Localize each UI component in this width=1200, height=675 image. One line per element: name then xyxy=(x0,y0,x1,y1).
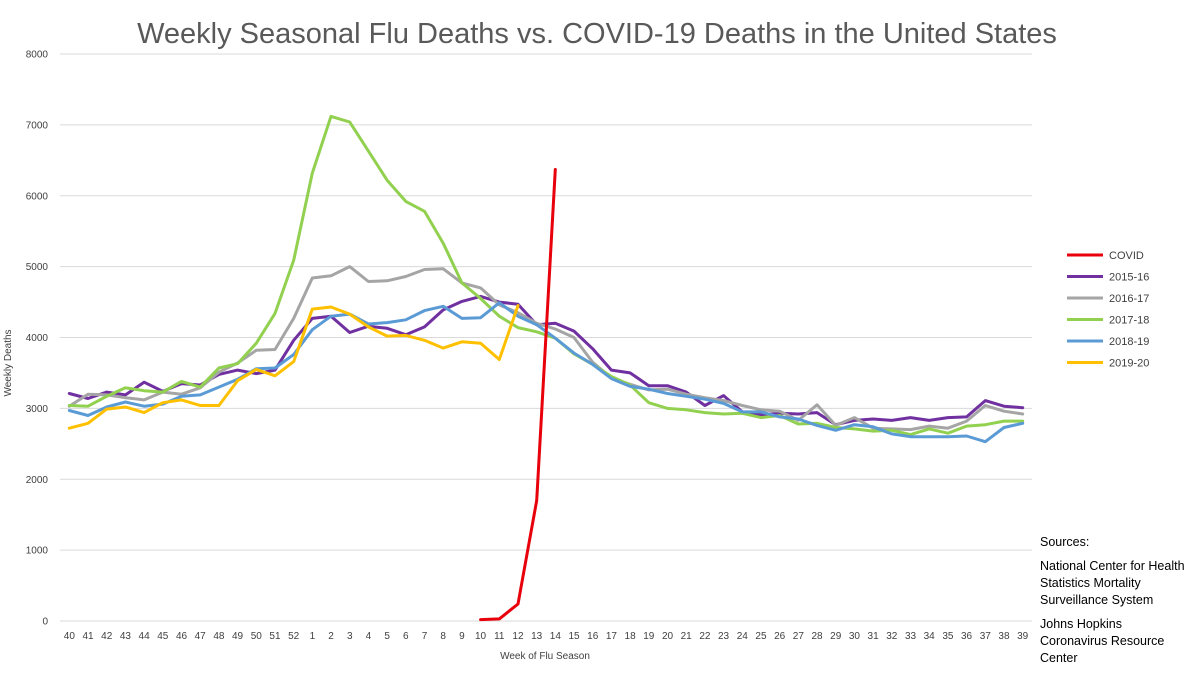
x-tick-label: 34 xyxy=(924,631,936,642)
y-tick-label: 6000 xyxy=(26,191,49,202)
x-tick-label: 19 xyxy=(643,631,655,642)
x-tick-label: 12 xyxy=(512,631,524,642)
x-tick-label: 31 xyxy=(868,631,880,642)
x-tick-label: 47 xyxy=(195,631,207,642)
x-tick-label: 15 xyxy=(568,631,580,642)
x-axis-label: Week of Flu Season xyxy=(500,651,590,662)
y-tick-label: 5000 xyxy=(26,262,49,273)
series-line-2019-20 xyxy=(67,304,520,430)
series-line-covid xyxy=(479,168,557,622)
sources-heading: Sources: xyxy=(1040,535,1089,549)
y-tick-label: 4000 xyxy=(26,333,49,344)
x-tick-label: 39 xyxy=(1017,631,1029,642)
x-tick-label: 30 xyxy=(849,631,861,642)
x-tick-label: 17 xyxy=(606,631,618,642)
x-tick-label: 5 xyxy=(384,631,390,642)
x-tick-label: 22 xyxy=(699,631,711,642)
x-tick-label: 38 xyxy=(998,631,1010,642)
x-tick-label: 44 xyxy=(139,631,151,642)
x-tick-label: 48 xyxy=(213,631,225,642)
x-tick-label: 36 xyxy=(961,631,973,642)
legend-label-2016-17: 2016-17 xyxy=(1109,293,1149,305)
x-tick-label: 20 xyxy=(662,631,674,642)
x-tick-label: 14 xyxy=(550,631,562,642)
x-tick-label: 24 xyxy=(737,631,749,642)
series-line-2017-18 xyxy=(67,114,1025,437)
x-tick-label: 46 xyxy=(176,631,188,642)
x-tick-label: 33 xyxy=(905,631,917,642)
x-tick-label: 21 xyxy=(681,631,693,642)
source-line: Center xyxy=(1040,651,1078,665)
legend-label-covid: COVID xyxy=(1109,250,1144,262)
x-tick-label: 50 xyxy=(251,631,263,642)
x-tick-label: 43 xyxy=(120,631,132,642)
x-tick-label: 9 xyxy=(459,631,465,642)
x-tick-label: 13 xyxy=(531,631,543,642)
series-lines xyxy=(67,114,1025,622)
x-tick-label: 25 xyxy=(755,631,767,642)
x-tick-label: 2 xyxy=(328,631,334,642)
source-line: Coronavirus Resource xyxy=(1040,634,1164,648)
x-tick-label: 28 xyxy=(811,631,823,642)
x-tick-label: 32 xyxy=(886,631,898,642)
x-tick-label: 23 xyxy=(718,631,730,642)
y-tick-label: 3000 xyxy=(26,404,49,415)
x-tick-label: 29 xyxy=(830,631,842,642)
x-tick-label: 8 xyxy=(440,631,446,642)
x-tick-label: 45 xyxy=(157,631,169,642)
x-tick-label: 6 xyxy=(403,631,409,642)
x-tick-label: 49 xyxy=(232,631,244,642)
x-tick-label: 41 xyxy=(82,631,94,642)
x-tick-label: 40 xyxy=(64,631,76,642)
y-tick-label: 1000 xyxy=(26,546,49,557)
sources-note: Sources: National Center for Health Stat… xyxy=(1040,535,1185,665)
x-tick-label: 42 xyxy=(101,631,113,642)
x-tick-label: 37 xyxy=(980,631,992,642)
source-line: National Center for Health xyxy=(1040,559,1185,573)
x-tick-label: 51 xyxy=(269,631,281,642)
legend-label-2017-18: 2017-18 xyxy=(1109,315,1149,327)
legend-label-2019-20: 2019-20 xyxy=(1109,358,1149,370)
y-axis-ticks: 0 1000 2000 3000 4000 5000 6000 7000 8000 xyxy=(26,50,49,628)
x-tick-label: 11 xyxy=(494,631,505,642)
x-axis-ticks: 40 41 42 43 44 45 46 47 48 49 50 51 52 1 2 3 4 5 6 7 8 9 10 11 1… xyxy=(64,631,1029,642)
x-tick-label: 4 xyxy=(366,631,372,642)
legend-label-2018-19: 2018-19 xyxy=(1109,336,1149,348)
x-tick-label: 10 xyxy=(475,631,487,642)
y-tick-label: 0 xyxy=(42,617,48,628)
x-tick-label: 35 xyxy=(942,631,954,642)
x-tick-label: 27 xyxy=(793,631,805,642)
x-tick-label: 18 xyxy=(625,631,637,642)
source-line: Surveillance System xyxy=(1040,593,1153,607)
y-axis-label: Weekly Deaths xyxy=(3,329,14,396)
y-tick-label: 8000 xyxy=(26,50,49,61)
legend-label-2015-16: 2015-16 xyxy=(1109,272,1149,284)
source-line: Johns Hopkins xyxy=(1040,617,1122,631)
x-tick-label: 1 xyxy=(310,631,316,642)
x-tick-label: 16 xyxy=(587,631,599,642)
y-tick-label: 2000 xyxy=(26,475,49,486)
x-tick-label: 52 xyxy=(288,631,300,642)
x-tick-label: 26 xyxy=(774,631,786,642)
x-tick-label: 3 xyxy=(347,631,353,642)
legend: COVID 2015-16 2016-17 2017-18 2018-19 2019-20 xyxy=(1067,250,1149,370)
source-line: Statistics Mortality xyxy=(1040,576,1141,590)
x-tick-label: 7 xyxy=(422,631,428,642)
chart-title: Weekly Seasonal Flu Deaths vs. COVID-19 … xyxy=(137,18,1057,50)
y-tick-label: 7000 xyxy=(26,120,49,131)
